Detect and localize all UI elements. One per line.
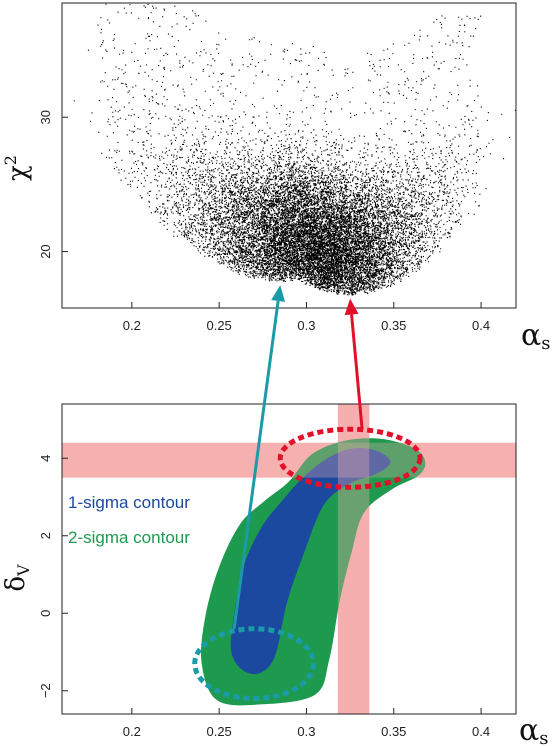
teal-highlight-ellipse [192,626,316,701]
teal-arrow-head [271,285,286,302]
bottom-ylabel-sub: V [14,564,33,577]
x-tick-label: 0.25 [206,318,231,333]
bottom-y-axis: −2 0 2 4 [38,455,68,698]
bottom-ylabel: δV [1,564,33,592]
x-tick-label: 0.4 [472,318,490,333]
top-xlabel-sub: s [541,333,550,354]
y-tick-label: −2 [38,683,53,698]
top-xlabel: αs [521,318,551,354]
teal-arrow [232,300,280,629]
x-tick-label: 0.2 [123,724,141,739]
top-plot-frame [61,2,517,309]
bottom-plot-frame [61,403,517,715]
bottom-x-axis: 0.2 0.25 0.3 0.35 0.4 [123,708,490,739]
connector-arrows [232,285,364,629]
scatter-point-cloud [73,3,516,296]
legend-one-sigma: 1-sigma contour [68,493,190,512]
red-arrow [350,314,364,430]
top-ylabel-sup: 2 [1,155,20,165]
bottom-xlabel-main: α [519,713,539,746]
scatter-points [73,3,516,296]
y-tick-label: 2 [38,532,53,539]
top-xlabel-main: α [521,318,541,353]
red-highlight-ellipse [277,426,423,490]
x-tick-label: 0.35 [381,724,406,739]
x-tick-label: 0.3 [297,318,315,333]
y-tick-label: 0 [38,610,53,617]
x-tick-label: 0.2 [123,318,141,333]
top-ylabel-main: χ [3,165,33,181]
x-tick-label: 0.25 [206,724,231,739]
bottom-xlabel: αs [519,713,549,746]
x-tick-label: 0.4 [472,724,490,739]
bottom-xlabel-sub: s [539,728,548,746]
top-x-axis: 0.2 0.25 0.3 0.35 0.4 [123,302,490,333]
bottom-ylabel-main: δ [1,576,31,592]
x-tick-label: 0.3 [297,724,315,739]
one-sigma-contour-region [230,448,391,675]
top-ylabel: χ2 [1,155,33,181]
vertical-band-overlay [337,404,370,714]
y-tick-label: 30 [38,110,53,124]
y-tick-label: 20 [38,244,53,258]
x-tick-label: 0.35 [381,318,406,333]
y-tick-label: 4 [38,455,53,462]
legend-two-sigma: 2-sigma contour [68,528,190,547]
red-arrow-head [344,298,359,316]
